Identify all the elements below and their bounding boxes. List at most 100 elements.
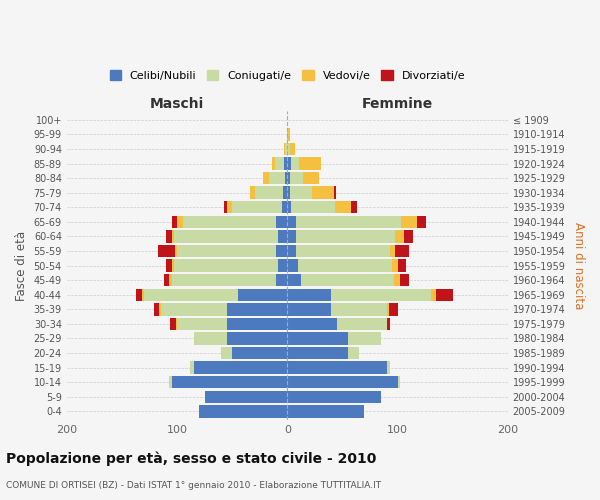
Bar	[166, 260, 172, 272]
Bar	[334, 186, 336, 199]
Bar	[287, 186, 290, 199]
Bar	[287, 172, 290, 184]
Bar	[331, 303, 386, 316]
Bar	[386, 303, 389, 316]
Bar	[311, 186, 334, 199]
Bar	[287, 405, 364, 417]
Bar	[335, 201, 351, 213]
Bar	[158, 245, 175, 257]
Bar	[161, 303, 227, 316]
Bar	[386, 362, 390, 374]
Bar	[296, 216, 401, 228]
Bar	[436, 288, 452, 301]
Bar	[174, 260, 278, 272]
Bar	[301, 274, 394, 286]
Bar	[227, 318, 287, 330]
Bar	[398, 260, 406, 272]
Bar	[401, 216, 418, 228]
Bar	[287, 318, 337, 330]
Bar	[431, 288, 436, 301]
Bar	[194, 332, 227, 344]
Bar	[232, 347, 287, 360]
Bar	[287, 332, 348, 344]
Bar	[275, 158, 284, 170]
Bar	[287, 143, 290, 155]
Text: Femmine: Femmine	[362, 97, 433, 111]
Bar	[398, 376, 400, 388]
Bar	[351, 201, 357, 213]
Bar	[287, 245, 296, 257]
Bar	[287, 260, 298, 272]
Bar	[395, 245, 409, 257]
Bar	[287, 390, 381, 403]
Bar	[177, 216, 182, 228]
Bar	[263, 172, 269, 184]
Bar	[290, 143, 295, 155]
Bar	[142, 288, 144, 301]
Bar	[190, 362, 194, 374]
Bar	[287, 158, 290, 170]
Y-axis label: Anni di nascita: Anni di nascita	[572, 222, 585, 310]
Bar	[224, 201, 227, 213]
Bar	[136, 288, 142, 301]
Bar	[272, 158, 275, 170]
Bar	[287, 230, 296, 242]
Bar	[170, 318, 176, 330]
Bar	[256, 186, 283, 199]
Bar	[296, 230, 395, 242]
Bar	[404, 230, 413, 242]
Bar	[394, 274, 400, 286]
Bar	[395, 230, 404, 242]
Bar	[386, 318, 390, 330]
Bar	[177, 318, 227, 330]
Bar	[164, 274, 169, 286]
Bar	[250, 186, 256, 199]
Text: Popolazione per età, sesso e stato civile - 2010: Popolazione per età, sesso e stato civil…	[6, 451, 376, 466]
Bar	[160, 303, 161, 316]
Bar	[144, 288, 238, 301]
Bar	[390, 245, 395, 257]
Bar	[400, 274, 409, 286]
Bar	[290, 158, 299, 170]
Bar	[418, 216, 426, 228]
Bar	[166, 230, 172, 242]
Bar	[177, 245, 276, 257]
Bar	[169, 274, 172, 286]
Bar	[287, 347, 348, 360]
Bar	[276, 216, 287, 228]
Bar	[221, 347, 232, 360]
Bar	[172, 376, 287, 388]
Bar	[227, 201, 232, 213]
Bar	[284, 143, 285, 155]
Bar	[227, 303, 287, 316]
Bar	[232, 201, 282, 213]
Bar	[298, 260, 392, 272]
Bar	[389, 303, 398, 316]
Bar	[287, 376, 398, 388]
Bar	[348, 347, 359, 360]
Bar	[287, 201, 290, 213]
Bar	[278, 230, 287, 242]
Bar	[269, 172, 285, 184]
Bar	[299, 158, 322, 170]
Bar	[290, 186, 311, 199]
Bar	[238, 288, 287, 301]
Bar	[282, 201, 287, 213]
Bar	[348, 332, 381, 344]
Bar	[337, 318, 386, 330]
Bar	[276, 245, 287, 257]
Bar	[205, 390, 287, 403]
Bar	[172, 274, 276, 286]
Bar	[287, 362, 386, 374]
Bar	[287, 128, 290, 140]
Bar	[392, 260, 398, 272]
Bar	[172, 216, 177, 228]
Bar	[175, 245, 177, 257]
Bar	[283, 186, 287, 199]
Bar	[182, 216, 276, 228]
Bar	[287, 216, 296, 228]
Bar	[176, 318, 177, 330]
Bar	[199, 405, 287, 417]
Bar	[290, 172, 303, 184]
Text: Maschi: Maschi	[150, 97, 204, 111]
